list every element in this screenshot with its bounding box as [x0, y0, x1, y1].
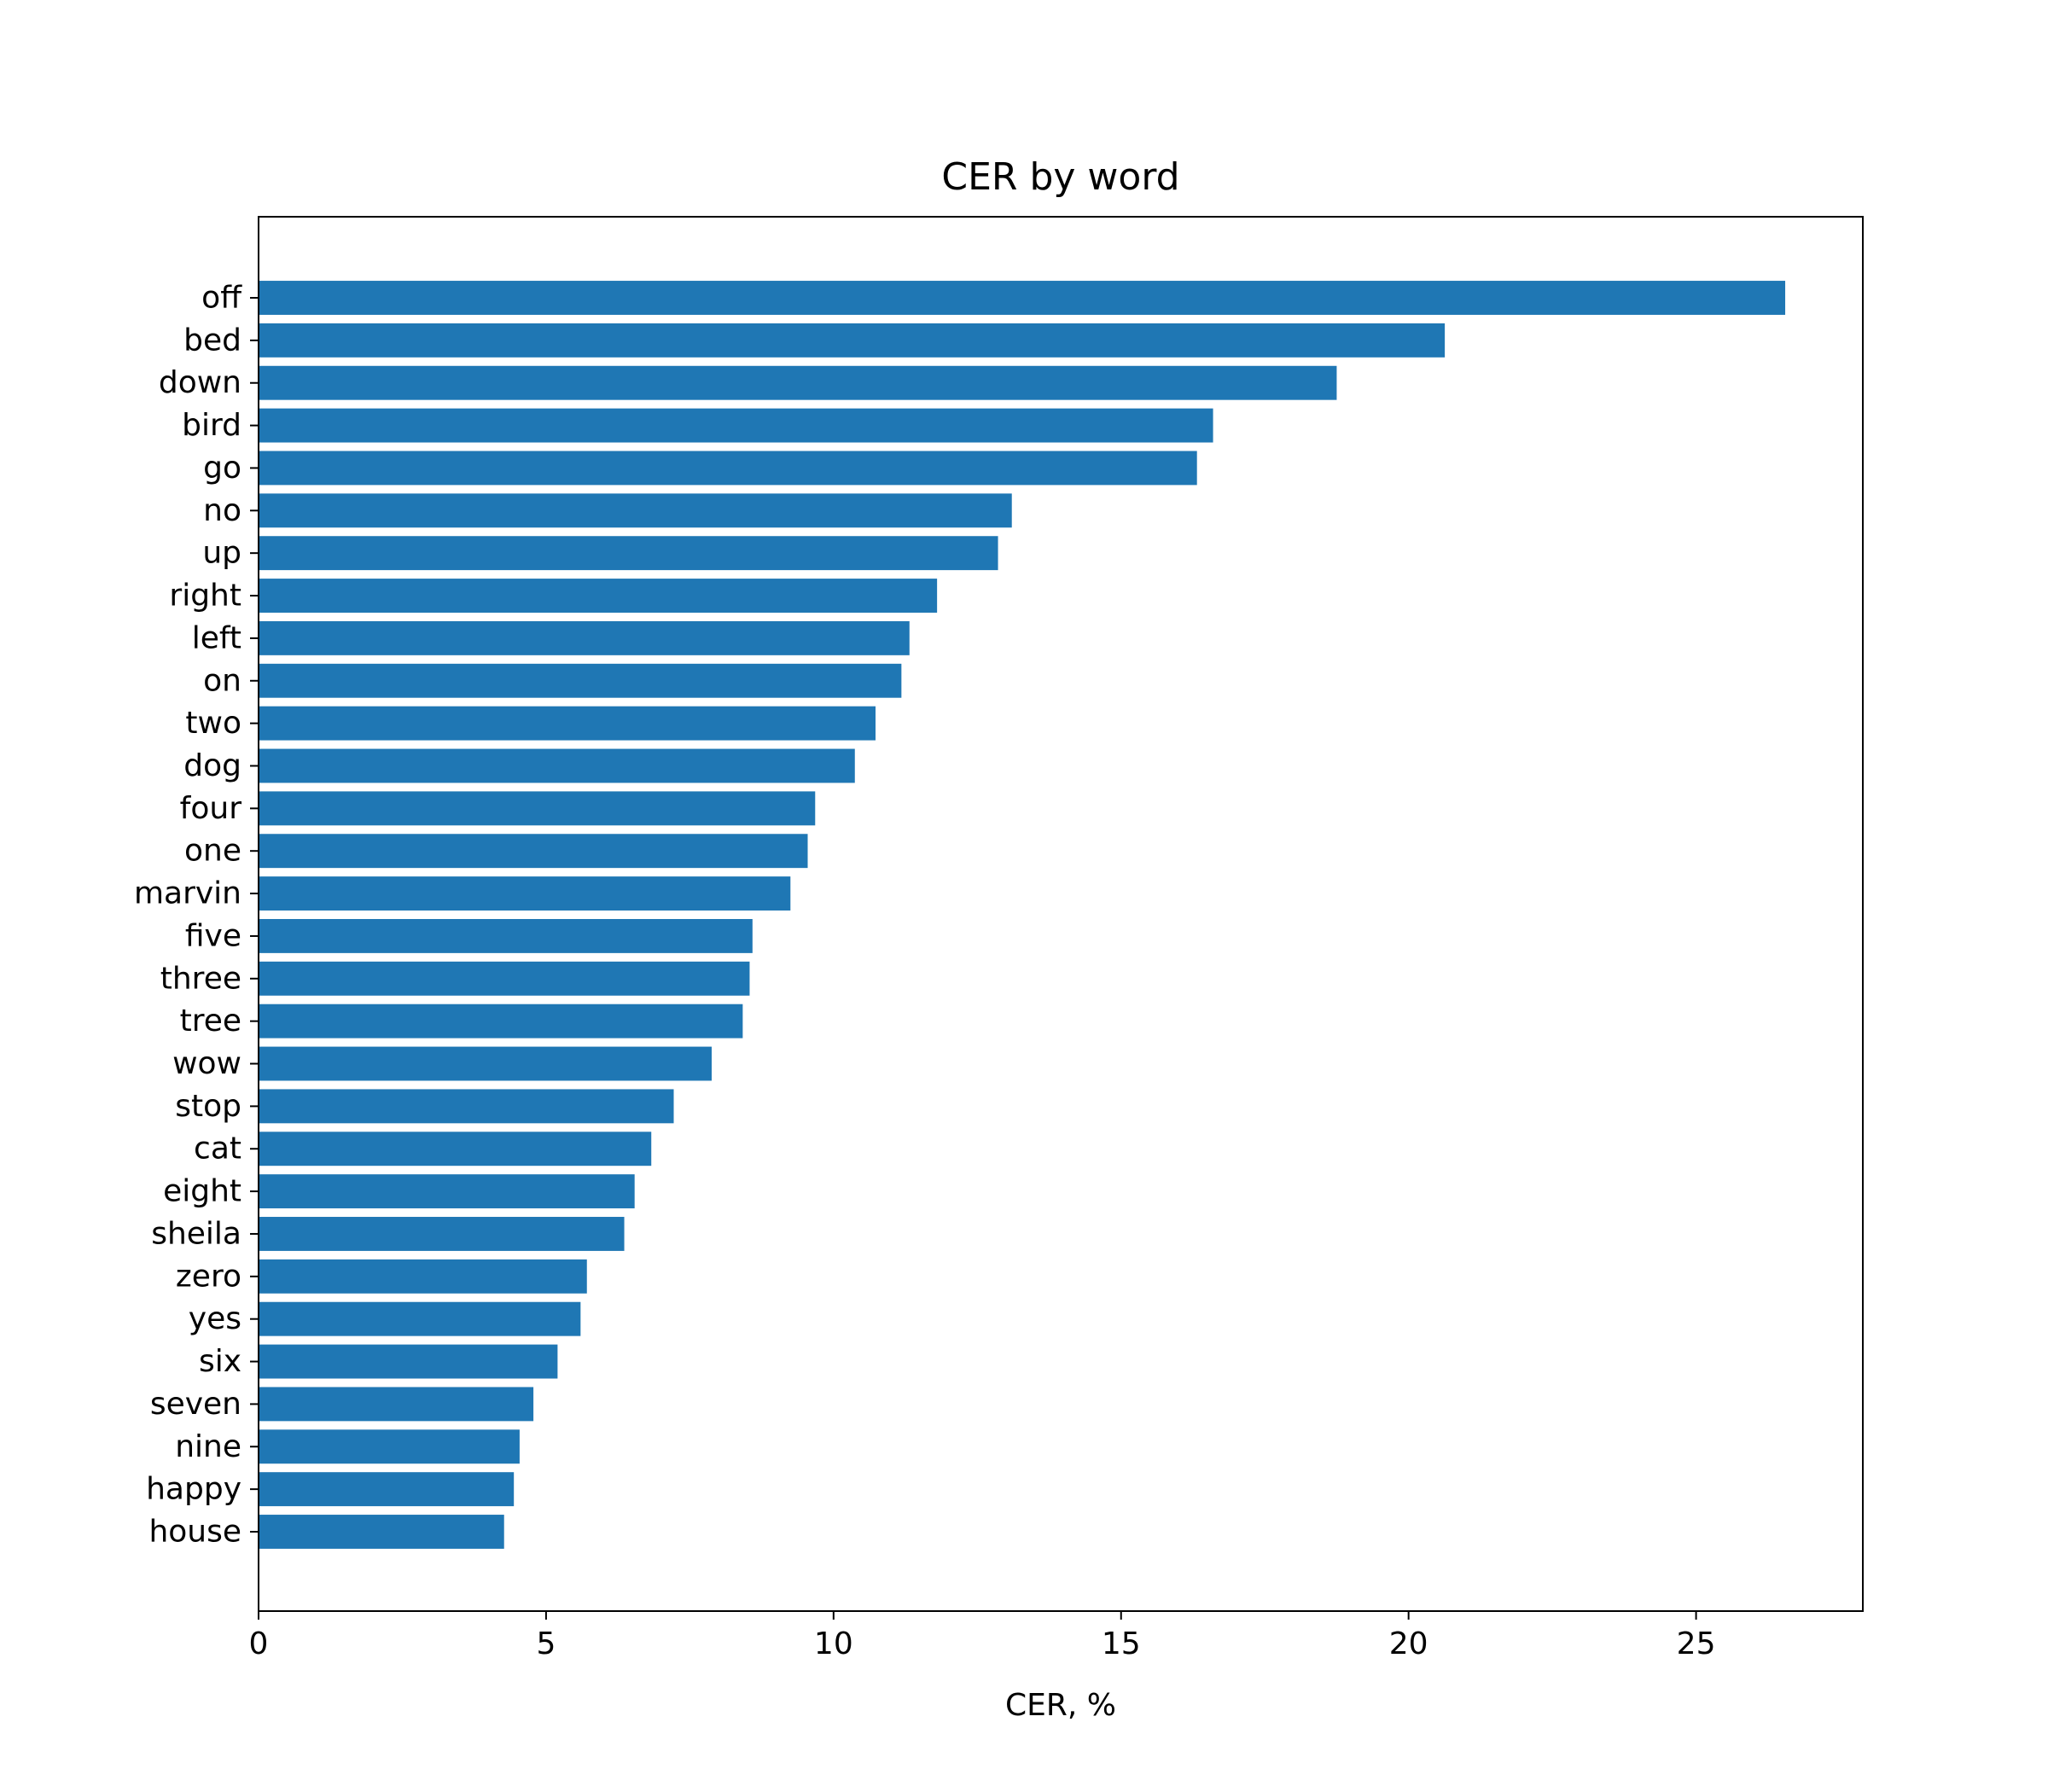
bar-zero: [259, 1259, 587, 1294]
y-tick-label-five: five: [185, 918, 241, 953]
bar-marvin: [259, 876, 791, 911]
bar-right: [259, 579, 938, 613]
y-tick-label-up: up: [202, 536, 241, 571]
y-tick-label-seven: seven: [150, 1387, 241, 1422]
x-tick-label-5: 5: [536, 1626, 556, 1661]
bar-dog: [259, 748, 855, 783]
x-axis-ticks: 0 5 10 15 20 25: [249, 1611, 1716, 1661]
bar-six: [259, 1344, 558, 1379]
y-tick-label-eight: eight: [163, 1174, 241, 1209]
bar-down: [259, 365, 1337, 400]
bar-yes: [259, 1301, 581, 1336]
bar-three: [259, 961, 750, 996]
y-tick-label-on: on: [203, 663, 241, 698]
y-tick-label-nine: nine: [175, 1429, 241, 1464]
y-tick-label-three: three: [160, 961, 241, 996]
x-axis-label: CER, %: [1005, 1688, 1116, 1723]
y-tick-label-yes: yes: [189, 1301, 241, 1336]
bar-bed: [259, 323, 1446, 358]
bar-on: [259, 663, 902, 698]
bar-seven: [259, 1387, 534, 1422]
bar-nine: [259, 1429, 520, 1464]
bar-up: [259, 536, 998, 571]
bar-sheila: [259, 1217, 625, 1251]
bars-group: [259, 281, 1786, 1549]
y-tick-label-four: four: [180, 791, 242, 826]
bar-bird: [259, 408, 1213, 443]
y-tick-label-two: two: [185, 706, 241, 741]
bar-eight: [259, 1174, 635, 1209]
y-tick-label-no: no: [203, 493, 241, 528]
y-tick-label-left: left: [192, 620, 241, 655]
y-tick-label-off: off: [201, 281, 242, 316]
y-tick-label-cat: cat: [194, 1132, 241, 1167]
bar-left: [259, 620, 910, 655]
chart-title: CER by word: [941, 155, 1179, 199]
y-tick-label-stop: stop: [175, 1089, 241, 1124]
x-tick-label-25: 25: [1677, 1626, 1716, 1661]
bar-wow: [259, 1046, 712, 1081]
bar-happy: [259, 1472, 515, 1507]
y-tick-label-right: right: [169, 579, 241, 614]
bar-stop: [259, 1089, 674, 1124]
y-tick-label-down: down: [159, 365, 241, 400]
bar-no: [259, 493, 1012, 528]
x-tick-label-10: 10: [814, 1626, 853, 1661]
bar-one: [259, 834, 808, 869]
y-tick-label-six: six: [199, 1344, 241, 1379]
bar-cat: [259, 1132, 652, 1167]
x-tick-label-20: 20: [1389, 1626, 1428, 1661]
y-tick-label-tree: tree: [180, 1004, 241, 1039]
bar-go: [259, 451, 1197, 486]
y-tick-label-wow: wow: [172, 1046, 241, 1081]
y-tick-label-zero: zero: [176, 1259, 241, 1294]
bar-two: [259, 706, 876, 741]
y-tick-label-sheila: sheila: [151, 1216, 241, 1251]
y-tick-label-one: one: [184, 834, 241, 869]
bar-five: [259, 918, 753, 953]
y-tick-label-marvin: marvin: [134, 876, 241, 911]
bar-house: [259, 1515, 504, 1549]
y-tick-label-dog: dog: [183, 748, 241, 783]
bar-four: [259, 791, 816, 826]
x-tick-label-15: 15: [1102, 1626, 1141, 1661]
bar-off: [259, 281, 1786, 315]
bar-tree: [259, 1004, 743, 1039]
x-tick-label-0: 0: [249, 1626, 269, 1661]
y-tick-label-bird: bird: [182, 408, 241, 443]
y-tick-label-bed: bed: [183, 323, 241, 358]
plot-frame: [258, 216, 1864, 1612]
y-tick-label-happy: happy: [146, 1472, 241, 1507]
y-tick-label-go: go: [203, 451, 241, 486]
y-tick-label-house: house: [148, 1515, 241, 1550]
y-axis-ticks: off bed down bird go no up right left on two dog fou…: [134, 281, 259, 1550]
